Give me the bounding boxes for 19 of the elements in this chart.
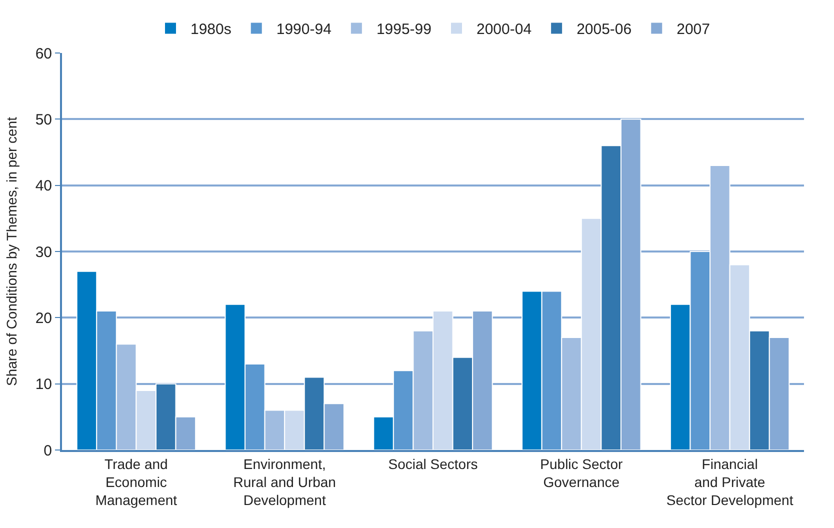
y-tick-label: 30 <box>35 244 52 261</box>
y-tick-label: 0 <box>44 442 52 460</box>
y-tick-label: 20 <box>35 310 52 327</box>
x-tick-label: Social Sectors <box>388 456 478 472</box>
legend-label: 2007 <box>676 21 710 38</box>
legend-label: 2005-06 <box>576 21 632 38</box>
y-tick-label: 60 <box>35 45 52 62</box>
x-tick-label: Financial and Private Sector Development <box>666 456 794 508</box>
y-axis-title: Share of Conditions by Themes, in per cent <box>3 116 20 386</box>
y-tick-label: 40 <box>35 178 52 195</box>
x-tick-label: Public Sector Governance <box>540 456 623 490</box>
x-tick-label: Trade and Economic Management <box>95 456 178 508</box>
x-tick-label: Environment, Rural and Urban Development <box>233 456 336 508</box>
y-tick-label: 10 <box>35 376 52 394</box>
legend-label: 1995-99 <box>376 21 432 38</box>
y-tick-label: 50 <box>35 111 52 128</box>
legend-label: 2000-04 <box>476 21 532 38</box>
legend-label: 1990-94 <box>276 21 332 38</box>
legend-label: 1980s <box>190 21 232 38</box>
